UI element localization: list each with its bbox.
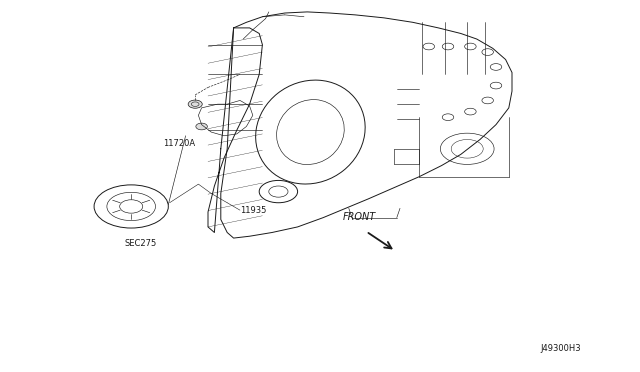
- Circle shape: [188, 100, 202, 108]
- Text: SEC275: SEC275: [125, 239, 157, 248]
- Text: FRONT: FRONT: [342, 212, 376, 222]
- Circle shape: [196, 123, 207, 130]
- Text: J49300H3: J49300H3: [541, 344, 581, 353]
- Text: 11720A: 11720A: [163, 139, 195, 148]
- Text: 11935: 11935: [240, 206, 266, 215]
